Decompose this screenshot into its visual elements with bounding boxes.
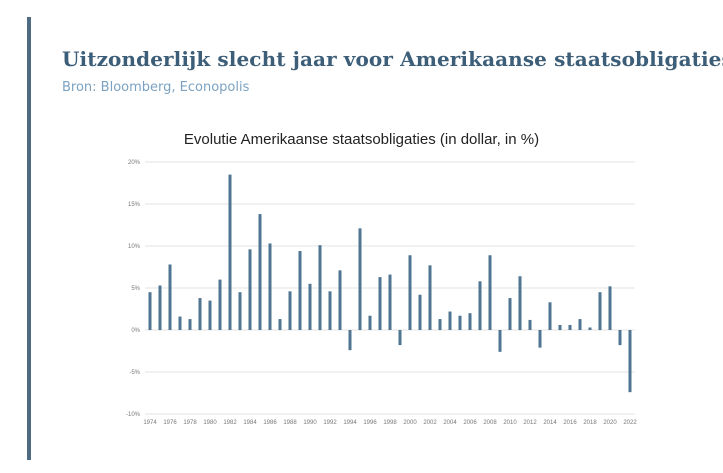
x-tick-label: 2000 <box>403 420 417 426</box>
chart-title: Evolutie Amerikaanse staatsobligaties (i… <box>183 131 540 148</box>
bar <box>288 291 292 330</box>
bar <box>178 316 182 330</box>
x-tick-label: 2004 <box>443 420 457 426</box>
bar <box>238 292 242 330</box>
x-tick-label: 2006 <box>463 420 477 426</box>
y-tick-label: 5% <box>131 286 140 292</box>
bar <box>358 228 362 330</box>
bar <box>368 315 372 330</box>
bar <box>428 265 432 330</box>
bar <box>588 327 592 330</box>
bar <box>518 276 522 330</box>
x-tick-label: 2014 <box>543 420 557 426</box>
bar <box>508 298 512 330</box>
bar <box>628 330 632 393</box>
bar <box>388 274 392 330</box>
bar <box>188 319 192 330</box>
bar <box>598 292 602 330</box>
x-tick-label: 1974 <box>143 420 157 426</box>
bar <box>218 279 222 330</box>
x-tick-label: 2018 <box>583 420 597 426</box>
page-title: Uitzonderlijk slecht jaar voor Amerikaan… <box>62 47 723 71</box>
bar <box>618 330 622 346</box>
bar <box>228 174 232 330</box>
bar <box>308 283 312 330</box>
y-tick-label: 20% <box>128 160 141 166</box>
bar <box>528 319 532 330</box>
y-tick-label: 0% <box>131 328 140 334</box>
x-tick-label: 2008 <box>483 420 497 426</box>
source-note: Bron: Bloomberg, Econopolis <box>62 80 250 95</box>
accent-bar <box>27 17 31 460</box>
bar <box>478 281 482 330</box>
x-tick-label: 1988 <box>283 420 297 426</box>
x-tick-label: 1976 <box>163 420 177 426</box>
y-axis-ticks: -10% -5% 0% 5% 10% 15% 20% <box>126 160 141 418</box>
bar <box>398 330 402 346</box>
y-tick-label: 10% <box>128 244 141 250</box>
bar <box>248 249 252 330</box>
bar <box>538 330 542 348</box>
bars <box>148 174 632 393</box>
x-tick-label: 2016 <box>563 420 577 426</box>
bar <box>488 255 492 330</box>
bar <box>458 315 462 330</box>
bar <box>548 302 552 330</box>
bar <box>498 330 502 352</box>
bar <box>278 319 282 330</box>
x-tick-label: 1992 <box>323 420 337 426</box>
x-tick-label: 2010 <box>503 420 517 426</box>
bar <box>268 243 272 330</box>
bar <box>208 300 212 330</box>
y-tick-label: -10% <box>126 412 141 418</box>
bar <box>298 251 302 330</box>
x-tick-label: 1996 <box>363 420 377 426</box>
bar <box>438 319 442 330</box>
bar <box>348 330 352 351</box>
y-tick-label: -5% <box>129 370 140 376</box>
bar <box>608 286 612 330</box>
bar <box>448 311 452 330</box>
bar <box>198 298 202 330</box>
x-tick-label: 1990 <box>303 420 317 426</box>
x-tick-label: 2022 <box>623 420 637 426</box>
bar <box>378 277 382 330</box>
x-tick-label: 1994 <box>343 420 357 426</box>
x-tick-label: 2012 <box>523 420 537 426</box>
bar <box>168 264 172 330</box>
bar <box>408 255 412 330</box>
bar <box>258 214 262 330</box>
bar <box>418 294 422 330</box>
bar <box>338 270 342 330</box>
x-tick-label: 1980 <box>203 420 217 426</box>
bar <box>158 285 162 330</box>
x-tick-label: 2002 <box>423 420 437 426</box>
y-tick-label: 15% <box>128 202 141 208</box>
x-tick-label: 1998 <box>383 420 397 426</box>
bar <box>578 319 582 330</box>
bar <box>568 324 572 330</box>
bar <box>148 292 152 330</box>
bar <box>468 313 472 330</box>
bar <box>558 324 562 330</box>
x-tick-label: 1984 <box>243 420 257 426</box>
bar <box>328 291 332 330</box>
x-tick-label: 1982 <box>223 420 237 426</box>
x-axis-ticks: 1974 1976 1978 1980 1982 1984 1986 1988 1990 1992… <box>143 420 637 426</box>
x-tick-label: 2020 <box>603 420 617 426</box>
x-tick-label: 1986 <box>263 420 277 426</box>
bar <box>318 245 322 330</box>
x-tick-label: 1978 <box>183 420 197 426</box>
